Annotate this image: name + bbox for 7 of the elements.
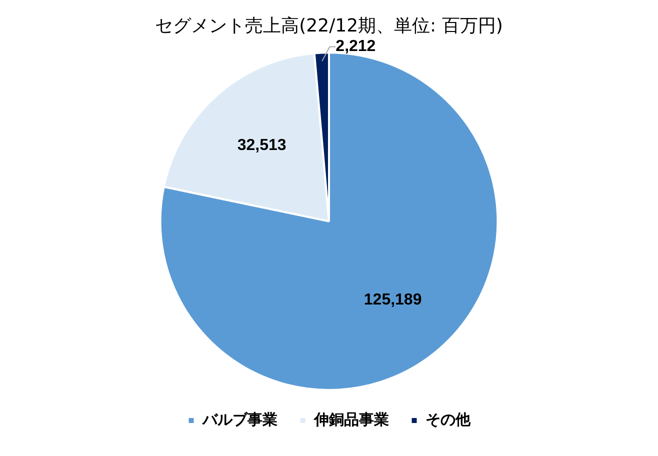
data-label: 2,212 xyxy=(336,38,376,56)
chart-title: セグメント売上高(22/12期、単位: 百万円) xyxy=(155,15,503,36)
legend-label: 伸銅品事業 xyxy=(312,410,389,428)
legend-label: その他 xyxy=(425,410,472,428)
legend-label: バルブ事業 xyxy=(201,410,278,428)
data-label: 32,513 xyxy=(237,136,286,154)
data-label: 125,189 xyxy=(364,291,422,308)
